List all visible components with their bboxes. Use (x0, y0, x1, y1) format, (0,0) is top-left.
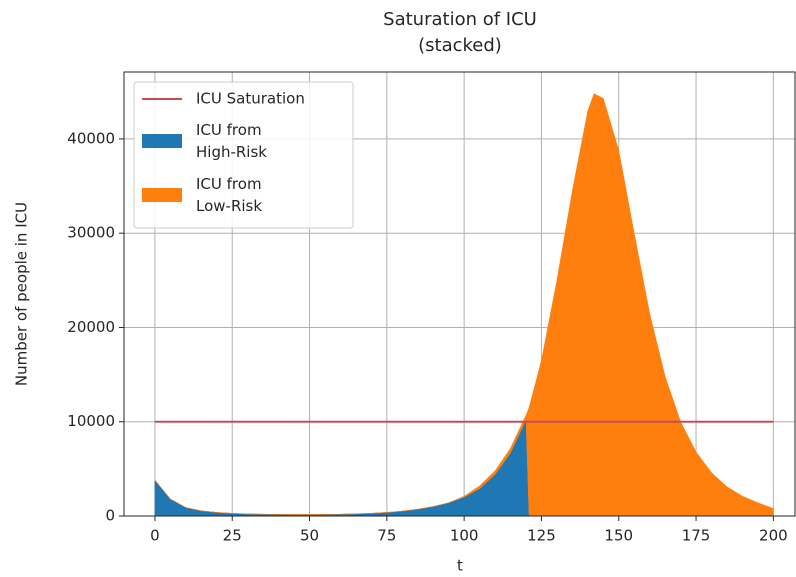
x-tick-label: 100 (450, 527, 479, 545)
y-axis-label: Number of people in ICU (13, 202, 31, 386)
chart-title: Saturation of ICU (383, 9, 537, 30)
legend-swatch (142, 188, 182, 202)
legend-label: ICU from High-Risk (196, 121, 267, 161)
y-tick-label: 20000 (67, 318, 115, 336)
y-tick-label: 30000 (67, 224, 115, 242)
legend-label: ICU from Low-Risk (196, 175, 262, 215)
legend (133, 81, 354, 229)
x-tick-label: 125 (527, 527, 556, 545)
x-tick-label: 200 (759, 527, 788, 545)
area (154, 93, 774, 517)
x-tick-label: 0 (150, 527, 160, 545)
x-tick-label: 75 (377, 527, 396, 545)
y-tick-label: 0 (105, 507, 115, 525)
chart-subtitle: (stacked) (418, 35, 502, 56)
x-tick-label: 25 (223, 527, 242, 545)
legend-swatch (142, 134, 182, 148)
legend-label: ICU Saturation (196, 90, 305, 108)
plot-frame (123, 71, 796, 517)
x-tick-label: 150 (604, 527, 633, 545)
x-tick-label: 175 (682, 527, 711, 545)
y-tick-label: 40000 (67, 129, 115, 147)
x-axis-label: t (457, 557, 463, 575)
y-tick-label: 10000 (67, 412, 115, 430)
x-tick-label: 50 (300, 527, 319, 545)
